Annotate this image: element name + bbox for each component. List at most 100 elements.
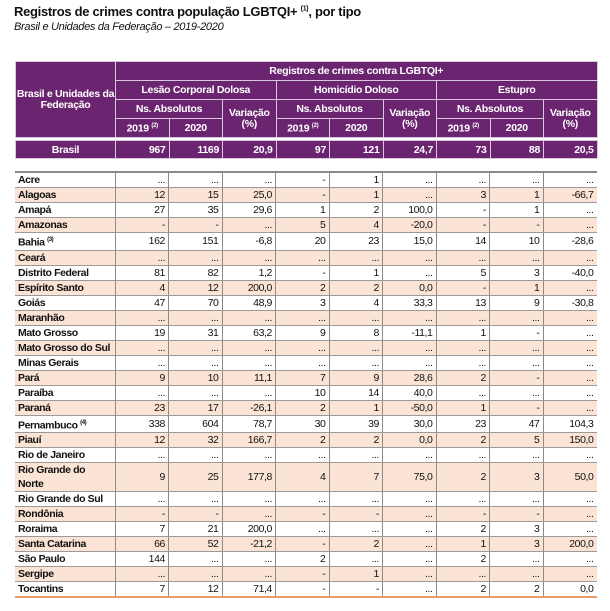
cell: 2 bbox=[435, 551, 490, 567]
cell: 20,5 bbox=[543, 140, 598, 159]
row-name: Brasil bbox=[15, 140, 116, 159]
cell: ... bbox=[168, 310, 222, 326]
year-2019-header: 2019 (2) bbox=[275, 118, 330, 138]
table-subtitle: Brasil e Unidades da Federação – 2019-20… bbox=[14, 21, 224, 33]
cell: 1 bbox=[435, 400, 490, 416]
state-name: Bahia bbox=[18, 236, 45, 249]
cell: - bbox=[275, 171, 329, 188]
year-2020-header: 2020 bbox=[489, 118, 544, 138]
row-name: Mato Grosso bbox=[15, 325, 115, 341]
cell: - bbox=[435, 202, 490, 218]
cell: ... bbox=[489, 566, 543, 582]
cell: 0,0 bbox=[382, 280, 436, 296]
cell: ... bbox=[168, 551, 222, 567]
cell: 33,3 bbox=[382, 295, 436, 311]
cell: 9 bbox=[328, 370, 383, 386]
cell: 23 bbox=[435, 415, 490, 433]
table-row: Roraima 7 21 200,0......... 2 3... bbox=[15, 521, 597, 537]
brasil-total-row: Brasil 967 1169 20,9 97 121 24,7 73 88 20,5 bbox=[15, 140, 598, 159]
row-name: Rio Grande do Norte bbox=[15, 462, 115, 492]
cell: ... bbox=[114, 385, 169, 401]
cell: -40,0 bbox=[542, 265, 597, 281]
cell: 23 bbox=[114, 400, 169, 416]
state-name: Distrito Federal bbox=[18, 266, 89, 279]
cell: ... bbox=[275, 310, 329, 326]
region-header: Brasil e Unidades da Federação bbox=[15, 61, 116, 138]
cell: 144 bbox=[114, 551, 169, 567]
cell: 3 bbox=[489, 265, 543, 281]
cell: ... bbox=[542, 370, 597, 386]
cell: ... bbox=[435, 566, 490, 582]
cell: 40,0 bbox=[382, 385, 436, 401]
cell: ... bbox=[489, 171, 543, 188]
cell: ... bbox=[168, 355, 222, 371]
cell: 3 bbox=[489, 462, 543, 492]
cell: 97 bbox=[275, 140, 330, 159]
cell: ... bbox=[328, 521, 383, 537]
cell: 1 bbox=[435, 536, 490, 552]
table-row: Pernambuco (4) 338 604 78,7 30 39 30,0 23 47 104,… bbox=[15, 415, 597, 433]
cell: 9 bbox=[275, 325, 329, 341]
cell: 100,0 bbox=[382, 202, 436, 218]
cell: 162 bbox=[114, 232, 169, 251]
cell: 14 bbox=[435, 232, 490, 251]
cell: ... bbox=[275, 521, 329, 537]
row-name: Pernambuco (4) bbox=[15, 415, 115, 433]
table-row: São Paulo 144...... 2...... 2...... bbox=[15, 551, 597, 567]
cell: -28,6 bbox=[542, 232, 597, 251]
cell: 2 bbox=[435, 370, 490, 386]
cell: 11,1 bbox=[221, 370, 276, 386]
cell: 71,4 bbox=[221, 581, 276, 598]
cell: 9 bbox=[114, 462, 169, 492]
table-row: Mato Grosso 19 31 63,2 9 8 -11,1 1-... bbox=[15, 325, 597, 341]
state-name: Roraima bbox=[18, 523, 58, 535]
cell: 5 bbox=[489, 432, 543, 448]
cell: 4 bbox=[328, 295, 383, 311]
cell: 200,0 bbox=[542, 536, 597, 552]
cell: ... bbox=[328, 250, 383, 266]
cell: - bbox=[489, 370, 543, 386]
state-name: Mato Grosso bbox=[18, 326, 78, 339]
cell: -26,1 bbox=[221, 400, 276, 416]
table-row: Paraná 23 17 -26,1 2 1 -50,0 1-... bbox=[15, 400, 597, 416]
cell: 7 bbox=[275, 370, 329, 386]
cell: ... bbox=[542, 171, 597, 188]
cell: 25 bbox=[168, 462, 222, 492]
state-name: Acre bbox=[18, 174, 40, 186]
cell: 50,0 bbox=[542, 462, 597, 492]
cell: - bbox=[275, 506, 329, 522]
cell: 23 bbox=[328, 232, 383, 251]
cell: ... bbox=[435, 171, 490, 188]
table-row: Maranhão........................... bbox=[15, 310, 597, 326]
cell: 4 bbox=[328, 217, 383, 233]
cell: ... bbox=[542, 385, 597, 401]
cell: ... bbox=[542, 310, 597, 326]
cell: 1 bbox=[489, 202, 543, 218]
cell: -21,2 bbox=[221, 536, 276, 552]
row-name: Rio de Janeiro bbox=[15, 447, 115, 463]
cell: - bbox=[435, 280, 490, 296]
cell: ... bbox=[382, 536, 436, 552]
cell: 1 bbox=[435, 325, 490, 341]
cell: ... bbox=[275, 447, 329, 463]
cell: ... bbox=[221, 171, 276, 188]
footnote: (4) bbox=[80, 419, 87, 426]
cell: - bbox=[489, 217, 543, 233]
cell: ... bbox=[542, 325, 597, 341]
table-header: Brasil e Unidades da Federação Registros… bbox=[15, 61, 598, 138]
row-name: Minas Gerais bbox=[15, 355, 115, 371]
group-header: Registros de crimes contra LGBTQI+ bbox=[115, 61, 598, 81]
table-row: Santa Catarina 66 52 -21,2-2... 1 3 200,0 bbox=[15, 536, 597, 552]
cell: 3 bbox=[489, 536, 543, 552]
cell: 4 bbox=[114, 280, 169, 296]
crime-header: Lesão Corporal Dolosa bbox=[115, 80, 277, 100]
cell: ... bbox=[168, 491, 222, 507]
cell: ... bbox=[435, 355, 490, 371]
cell: 13 bbox=[435, 295, 490, 311]
cell: ... bbox=[542, 447, 597, 463]
cell: - bbox=[114, 506, 169, 522]
cell: 24,7 bbox=[382, 140, 437, 159]
cell: ... bbox=[328, 310, 383, 326]
cell: ... bbox=[489, 551, 543, 567]
footnote: (2) bbox=[311, 123, 319, 130]
